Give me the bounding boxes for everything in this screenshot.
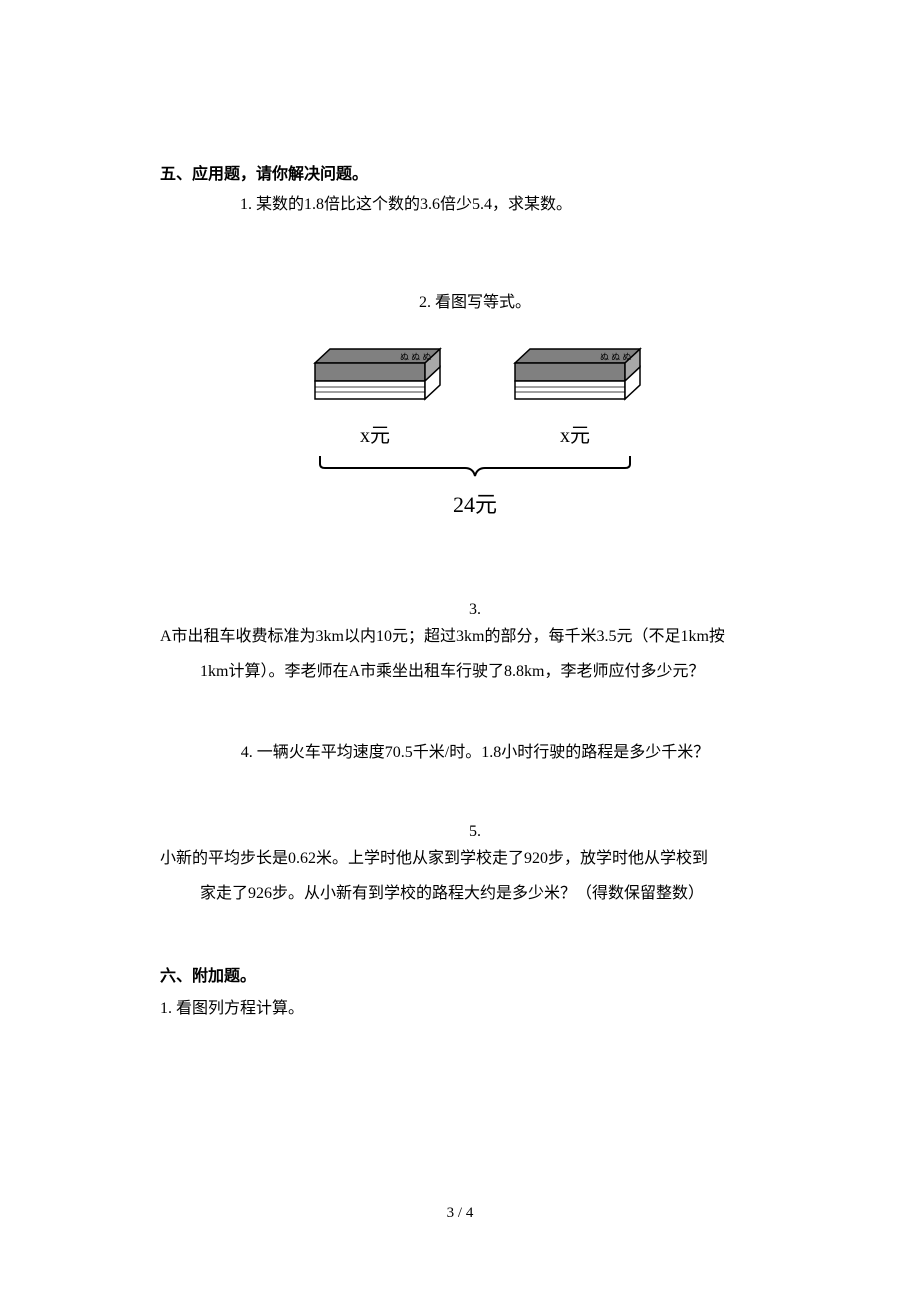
problem-5-3-line2: 1km计算）。李老师在A市乘坐出租车行驶了8.8km，李老师应付多少元？ bbox=[160, 654, 790, 689]
book-left-label: x元 bbox=[360, 419, 390, 448]
problem-5-4: 4. 一辆火车平均速度70.5千米/时。1.8小时行驶的路程是多少千米？ bbox=[160, 740, 790, 766]
problem-5-5: 小新的平均步长是0.62米。上学时他从家到学校走了920步，放学时他从学校到 家… bbox=[160, 841, 790, 911]
section-6-header: 六、附加题。 bbox=[160, 962, 790, 986]
book-right-label: x元 bbox=[560, 419, 590, 448]
book-icon: ぬ ぬ ぬ bbox=[505, 345, 645, 415]
brace bbox=[305, 452, 645, 485]
svg-text:ぬ ぬ ぬ: ぬ ぬ ぬ bbox=[600, 352, 632, 362]
book-icon: ぬ ぬ ぬ bbox=[305, 345, 445, 415]
problem-5-5-num: 5. bbox=[160, 823, 790, 841]
section-5-header: 五、应用题，请你解决问题。 bbox=[160, 160, 790, 184]
problem-5-3-line1: A市出租车收费标准为3km以内10元；超过3km的部分，每千米3.5元（不足1k… bbox=[160, 619, 790, 654]
book-left: ぬ ぬ ぬ x元 bbox=[305, 345, 445, 448]
total-label: 24元 bbox=[305, 487, 645, 519]
problem-5-3-num: 3. bbox=[160, 601, 790, 619]
books-diagram: ぬ ぬ ぬ x元 ぬ ぬ ぬ x元 bbox=[160, 345, 790, 519]
problem-5-5-line1: 小新的平均步长是0.62米。上学时他从家到学校走了920步，放学时他从学校到 bbox=[160, 841, 790, 876]
book-right: ぬ ぬ ぬ x元 bbox=[505, 345, 645, 448]
problem-5-1: 1. 某数的1.8倍比这个数的3.6倍少5.4，求某数。 bbox=[240, 192, 790, 218]
problem-5-5-line2: 家走了926步。从小新有到学校的路程大约是多少米？（得数保留整数） bbox=[160, 876, 790, 911]
problem-6-1: 1. 看图列方程计算。 bbox=[160, 994, 790, 1018]
problem-5-3: A市出租车收费标准为3km以内10元；超过3km的部分，每千米3.5元（不足1k… bbox=[160, 619, 790, 689]
page-number: 3 / 4 bbox=[0, 1205, 920, 1222]
svg-text:ぬ ぬ ぬ: ぬ ぬ ぬ bbox=[400, 352, 432, 362]
problem-5-2: 2. 看图写等式。 bbox=[160, 290, 790, 316]
